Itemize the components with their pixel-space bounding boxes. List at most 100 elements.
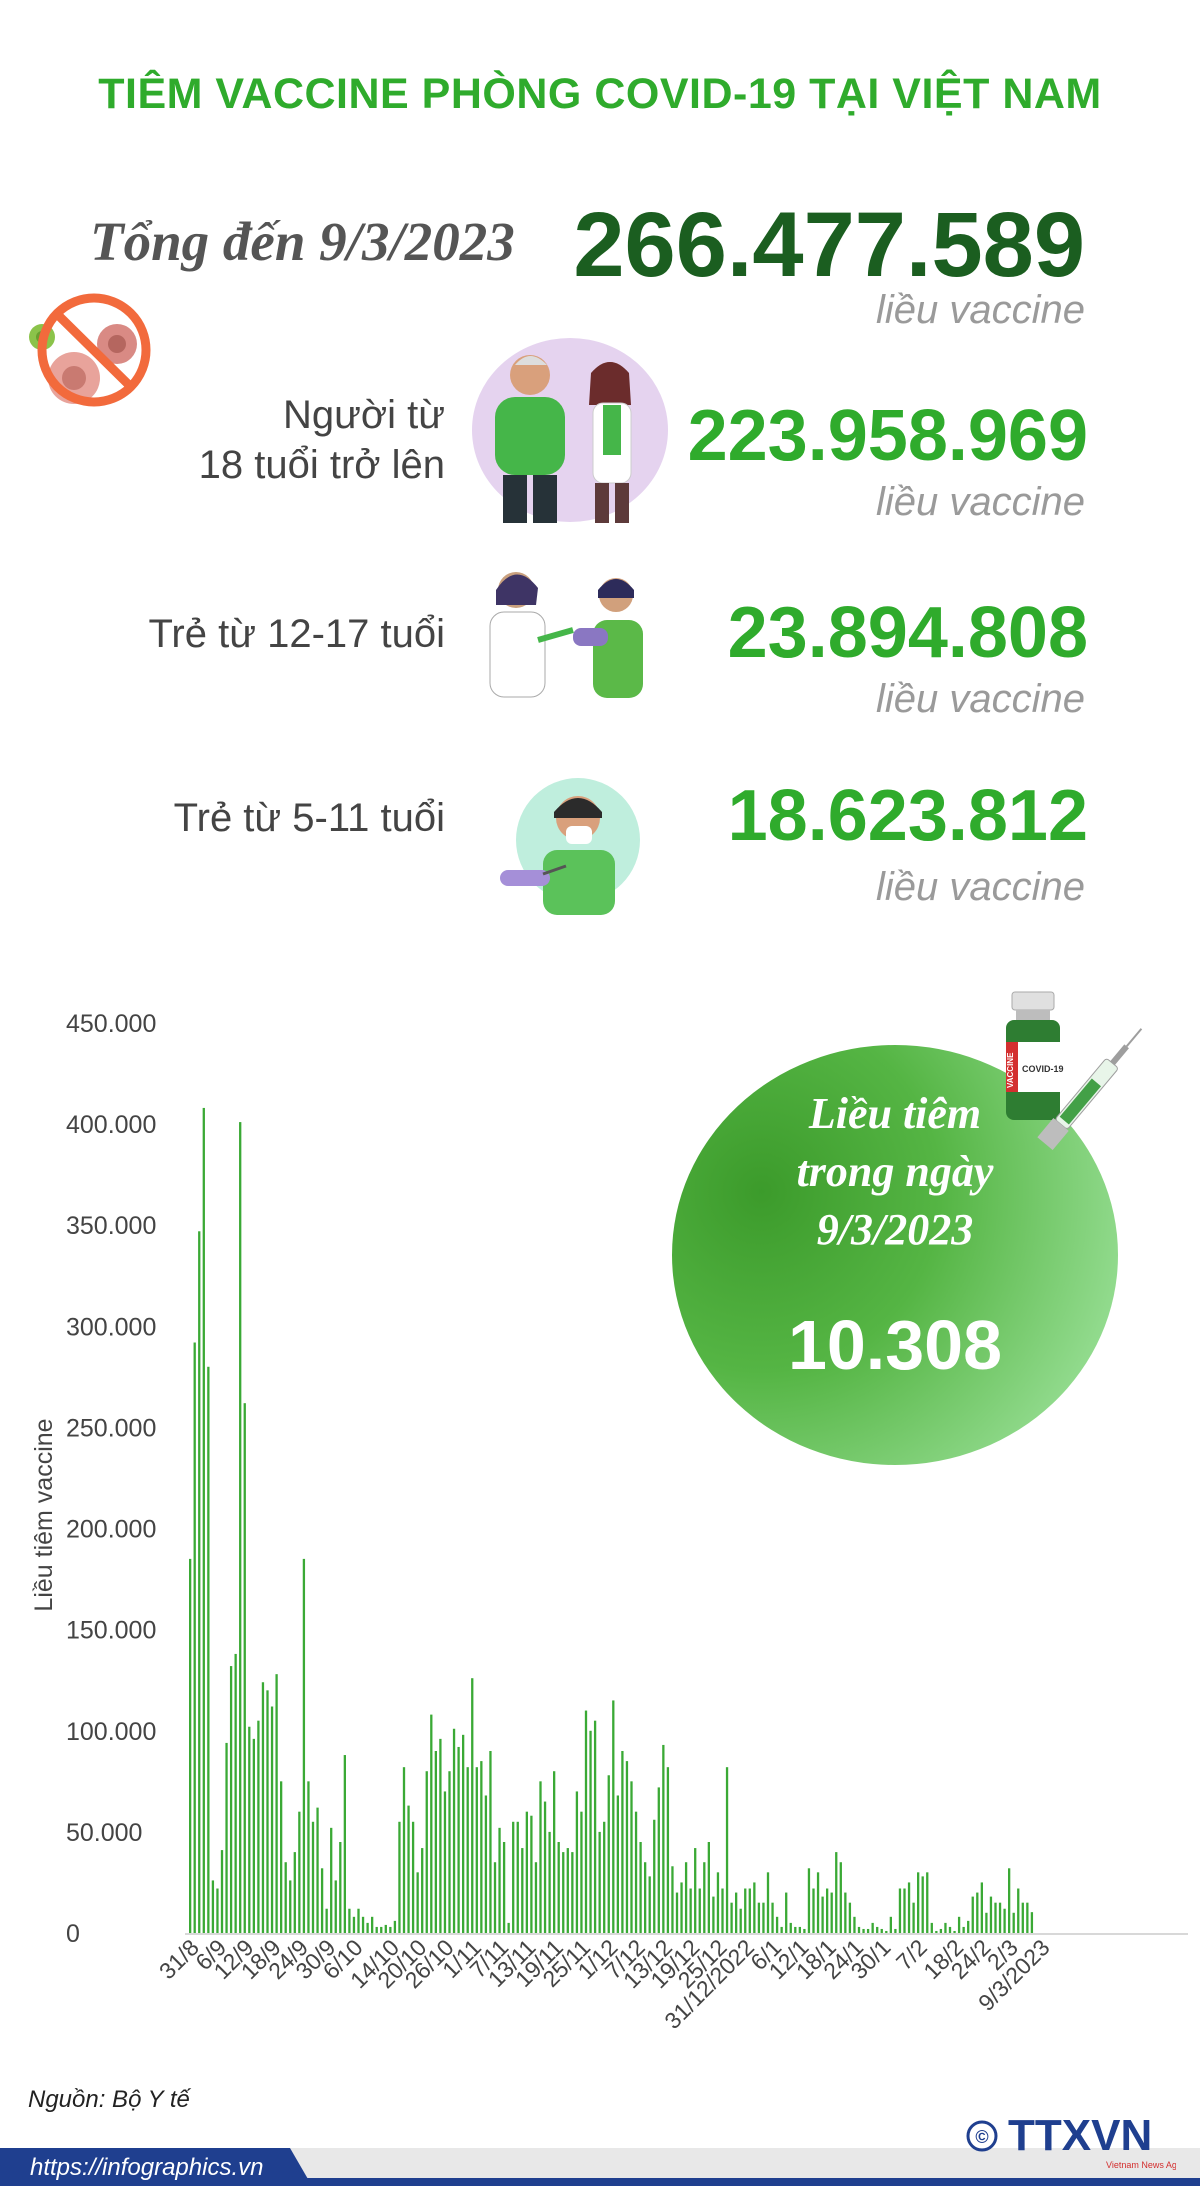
- bar: [1030, 1912, 1034, 1933]
- bar: [325, 1908, 328, 1933]
- bar: [289, 1880, 292, 1933]
- bar: [521, 1848, 524, 1933]
- group-adult-value: 223.958.969: [687, 396, 1088, 476]
- syringe-icon: [1037, 1028, 1143, 1150]
- y-tick-label: 300.000: [66, 1313, 156, 1341]
- daily-vaccination-bar-chart: 0 50.000 100.000 150.000 200.000 250.000 300.0…: [30, 1010, 1188, 2034]
- bar: [766, 1872, 770, 1933]
- bar: [548, 1831, 551, 1933]
- bar: [589, 1730, 592, 1933]
- bar: [830, 1892, 833, 1933]
- bar: [1012, 1912, 1015, 1933]
- bar: [348, 1908, 351, 1933]
- y-tick-label: 350.000: [66, 1212, 156, 1240]
- daily-value: 10.308: [787, 1306, 1003, 1384]
- footer-bar: [0, 2148, 1200, 2186]
- group-child-label: Trẻ từ 5-11 tuổi: [174, 793, 445, 843]
- adult-vaccination-illustration: [472, 338, 668, 523]
- bar: [525, 1811, 528, 1933]
- bar: [202, 1107, 205, 1933]
- group-teen-label-line1: Trẻ từ 12-17 tuổi: [148, 612, 445, 656]
- bar: [848, 1902, 852, 1933]
- no-virus-icon: [29, 293, 151, 407]
- bar: [571, 1852, 574, 1933]
- bar: [1021, 1902, 1024, 1933]
- bar: [593, 1720, 597, 1933]
- bar: [225, 1742, 228, 1933]
- bar: [794, 1926, 797, 1933]
- bar: [539, 1781, 542, 1933]
- bar: [666, 1767, 670, 1933]
- bar: [853, 1916, 856, 1933]
- bar: [311, 1821, 315, 1933]
- logo-sub: Vietnam News Agency: [1106, 2160, 1176, 2170]
- group-child-label-line1: Trẻ từ 5-11 tuổi: [173, 796, 445, 840]
- bar: [712, 1896, 715, 1933]
- bar: [375, 1926, 378, 1933]
- bar: [871, 1922, 874, 1933]
- bar: [985, 1912, 988, 1933]
- page-title: TIÊM VACCINE PHÒNG COVID-19 TẠI VIỆT NAM: [98, 70, 1102, 118]
- bar: [189, 1558, 192, 1933]
- bar: [703, 1862, 706, 1933]
- y-tick-label: 100.000: [66, 1718, 156, 1746]
- bar: [393, 1920, 397, 1933]
- bar: [912, 1902, 915, 1933]
- bar: [530, 1815, 533, 1933]
- bar: [876, 1926, 879, 1933]
- bar: [516, 1821, 519, 1933]
- vial-sub: COVID-19: [1022, 1064, 1064, 1074]
- bar: [334, 1880, 337, 1933]
- bar: [557, 1842, 560, 1933]
- bar: [807, 1868, 811, 1933]
- bar: [616, 1795, 619, 1933]
- bar: [220, 1850, 224, 1933]
- bar: [644, 1862, 647, 1933]
- bar: [648, 1876, 651, 1933]
- bar: [216, 1888, 219, 1933]
- y-tick-label: 0: [66, 1920, 80, 1948]
- bar: [425, 1771, 428, 1933]
- bar: [366, 1922, 369, 1933]
- bar: [598, 1831, 601, 1933]
- teen-vaccination-illustration: [489, 572, 643, 698]
- bar: [439, 1738, 442, 1933]
- group-child-value: 18.623.812: [727, 776, 1088, 856]
- logo-mark: ©: [975, 2127, 988, 2147]
- footer-url-link[interactable]: https://infographics.vn: [30, 2154, 264, 2181]
- bar: [270, 1706, 274, 1933]
- bar: [603, 1821, 606, 1933]
- bar: [298, 1811, 301, 1933]
- group-adult-label-line2: 18 tuổi trở lên: [198, 443, 445, 487]
- bar: [234, 1653, 237, 1933]
- bar: [398, 1821, 401, 1933]
- bar: [953, 1930, 956, 1933]
- bar: [835, 1852, 838, 1933]
- bar: [248, 1726, 251, 1933]
- y-tick-label: 50.000: [66, 1819, 142, 1847]
- bar: [625, 1761, 629, 1933]
- total-unit: liều vaccine: [875, 288, 1085, 332]
- bar: [211, 1880, 215, 1933]
- group-adult-label: Người từ 18 tuổi trở lên: [199, 390, 445, 490]
- bar: [421, 1848, 424, 1933]
- bar: [989, 1896, 993, 1933]
- bar: [894, 1928, 897, 1933]
- bar: [389, 1926, 392, 1933]
- daily-line3: 9/3/2023: [816, 1205, 974, 1254]
- bar: [307, 1781, 310, 1933]
- bar: [826, 1888, 829, 1933]
- bar: [553, 1771, 556, 1933]
- bar: [443, 1791, 447, 1933]
- bar: [694, 1848, 697, 1933]
- bar: [698, 1888, 701, 1933]
- group-teen-value: 23.894.808: [727, 593, 1088, 673]
- bar: [607, 1775, 610, 1933]
- bar: [489, 1751, 492, 1933]
- bar: [948, 1926, 952, 1933]
- bar: [361, 1916, 365, 1933]
- bar: [907, 1882, 911, 1933]
- bar: [680, 1882, 683, 1933]
- bar: [898, 1888, 902, 1933]
- y-tick-label: 200.000: [66, 1516, 156, 1544]
